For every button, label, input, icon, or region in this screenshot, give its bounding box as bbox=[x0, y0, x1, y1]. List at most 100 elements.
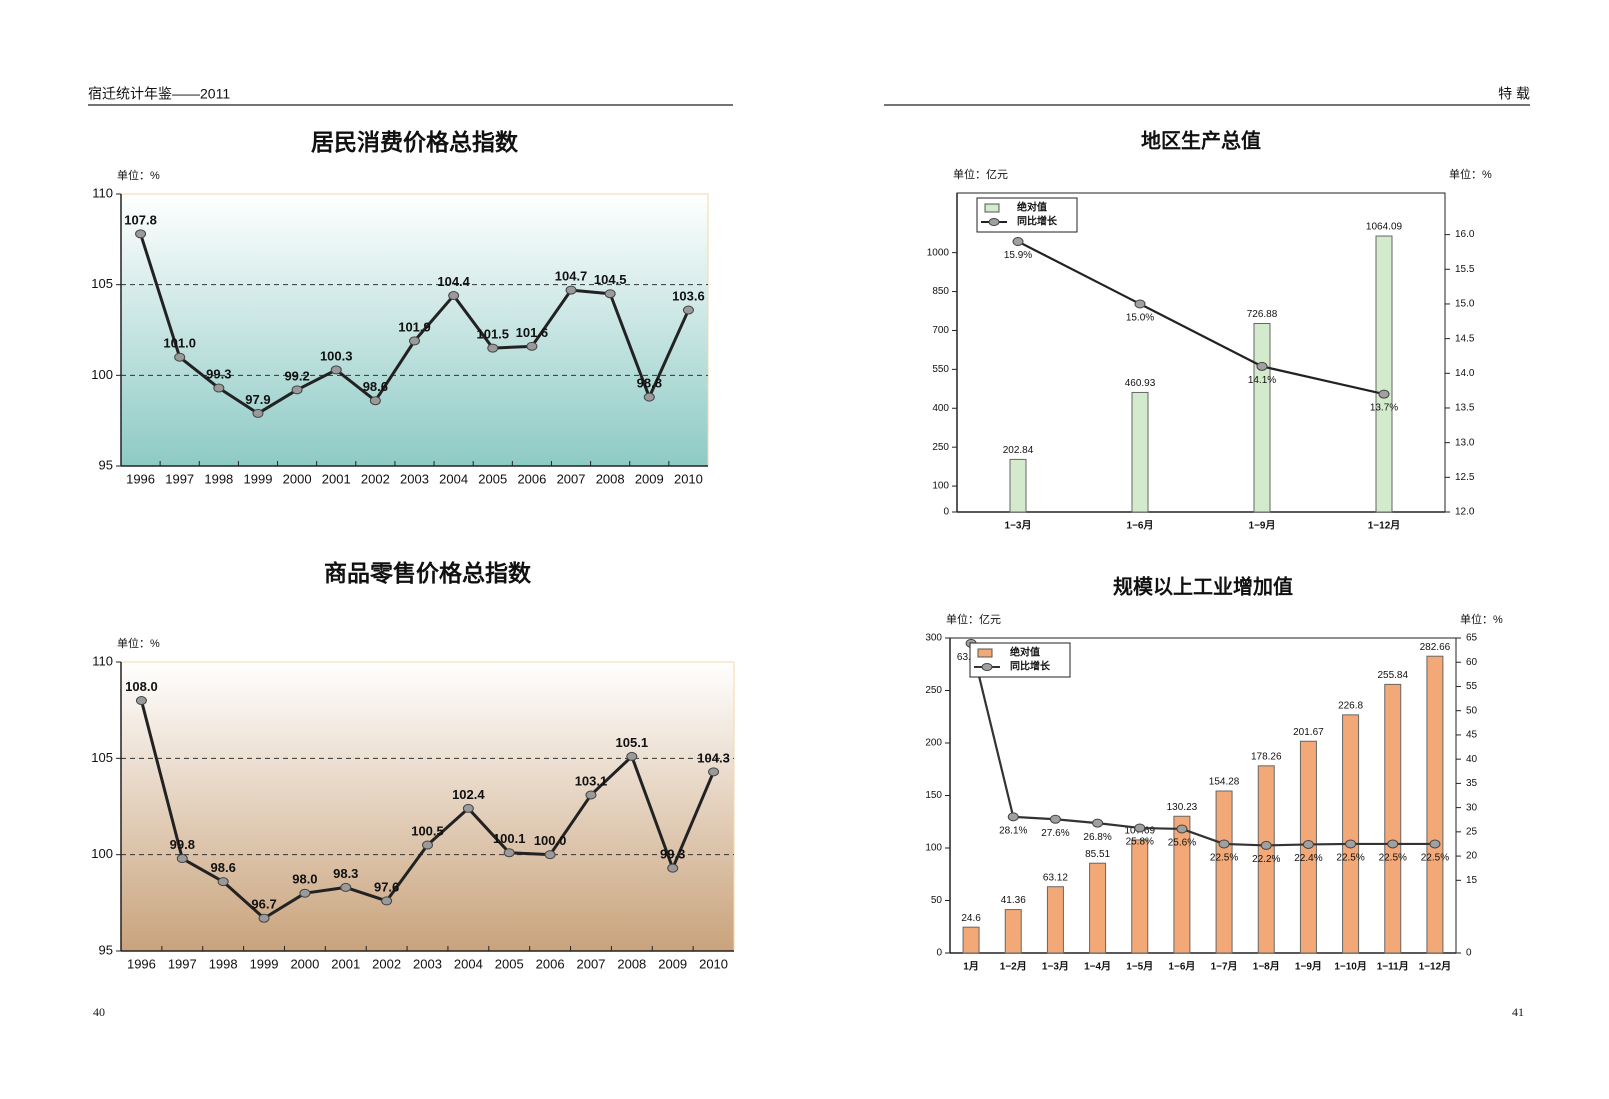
x-tick-label: 1月 bbox=[963, 961, 979, 973]
marker bbox=[299, 888, 311, 898]
marker bbox=[422, 840, 433, 850]
x-tick-label: 2007 bbox=[557, 471, 586, 486]
chart-title: 地区生产总值 bbox=[1141, 128, 1261, 152]
bar-label: 226.8 bbox=[1338, 701, 1363, 712]
x-tick-label: 2003 bbox=[413, 956, 442, 971]
marker bbox=[1387, 839, 1399, 849]
bar-label: 41.36 bbox=[1001, 895, 1026, 906]
data-label: 25.8% bbox=[1126, 837, 1154, 848]
y2-tick-label: 13.0 bbox=[1455, 437, 1475, 448]
marker bbox=[708, 767, 720, 777]
header-left: 宿迁统计年鉴——2011 bbox=[88, 86, 230, 102]
marker bbox=[1302, 839, 1314, 849]
marker bbox=[626, 751, 638, 761]
x-tick-label: 1−6月 bbox=[1127, 520, 1154, 532]
x-tick-label: 2003 bbox=[400, 471, 429, 486]
marker bbox=[526, 341, 538, 351]
data-label: 101.6 bbox=[516, 325, 549, 340]
marker bbox=[135, 696, 147, 706]
marker bbox=[217, 877, 229, 887]
marker bbox=[1260, 840, 1272, 850]
x-tick-label: 2009 bbox=[658, 956, 687, 971]
y2-tick-label: 35 bbox=[1466, 778, 1478, 789]
bar-label: 178.26 bbox=[1251, 751, 1282, 762]
marker bbox=[1218, 839, 1230, 849]
data-label: 104.3 bbox=[697, 750, 730, 765]
bar-label: 63.12 bbox=[1043, 872, 1068, 883]
x-tick-label: 1996 bbox=[126, 471, 155, 486]
legend-label: 绝对值 bbox=[1010, 646, 1040, 659]
chart-title: 商品零售价格总指数 bbox=[324, 560, 532, 586]
y-tick-label: 105 bbox=[91, 750, 113, 765]
data-label: 103.6 bbox=[672, 288, 705, 303]
marker bbox=[252, 408, 264, 418]
y2-tick-label: 20 bbox=[1466, 851, 1478, 862]
x-tick-label: 1999 bbox=[250, 956, 279, 971]
x-tick-label: 1−8月 bbox=[1253, 961, 1280, 973]
unit-label: 单位：% bbox=[1449, 167, 1492, 181]
bar-label: 726.88 bbox=[1247, 309, 1278, 320]
bar bbox=[1004, 909, 1022, 954]
x-tick-label: 1−2月 bbox=[1000, 961, 1027, 973]
x-tick-label: 1−9月 bbox=[1295, 961, 1322, 973]
data-label: 15.9% bbox=[1004, 250, 1032, 261]
marker bbox=[604, 289, 616, 299]
marker bbox=[643, 392, 655, 402]
marker bbox=[1007, 812, 1019, 822]
bar bbox=[1257, 765, 1275, 954]
line bbox=[1017, 240, 1385, 396]
data-label: 97.9 bbox=[245, 392, 270, 407]
y-tick-label: 400 bbox=[932, 403, 949, 414]
y2-tick-label: 16.0 bbox=[1455, 229, 1475, 240]
y-tick-label: 110 bbox=[92, 185, 113, 200]
x-tick-label: 1997 bbox=[168, 956, 197, 971]
bar-label: 201.67 bbox=[1293, 727, 1324, 738]
x-tick-label: 2001 bbox=[322, 471, 351, 486]
x-tick-label: 2009 bbox=[635, 471, 664, 486]
bar-label: 255.84 bbox=[1377, 670, 1408, 681]
data-label: 101.0 bbox=[163, 336, 196, 351]
x-tick-label: 1−3月 bbox=[1042, 961, 1069, 973]
y2-tick-label: 15.5 bbox=[1455, 264, 1475, 275]
y2-tick-label: 25 bbox=[1466, 826, 1478, 837]
x-tick-label: 2000 bbox=[290, 956, 319, 971]
plot-frame bbox=[956, 192, 1446, 513]
x-tick-label: 2008 bbox=[596, 471, 625, 486]
x-tick-label: 2008 bbox=[617, 956, 646, 971]
data-label: 107.8 bbox=[124, 212, 157, 227]
legend-label: 绝对值 bbox=[1017, 201, 1047, 214]
marker bbox=[667, 863, 679, 873]
data-label: 98.8 bbox=[637, 376, 662, 391]
data-label: 100.0 bbox=[534, 833, 567, 848]
data-label: 104.7 bbox=[555, 269, 588, 284]
marker bbox=[448, 291, 460, 301]
y-tick-label: 100 bbox=[91, 367, 113, 382]
data-label: 101.5 bbox=[476, 327, 509, 342]
bar bbox=[962, 926, 980, 954]
unit-label: 单位：亿元 bbox=[953, 167, 1008, 181]
data-label: 99.2 bbox=[284, 368, 309, 383]
y-tick-label: 250 bbox=[925, 685, 942, 696]
y-tick-label: 50 bbox=[931, 895, 943, 906]
bar-label: 24.6 bbox=[961, 913, 981, 924]
y2-tick-label: 65 bbox=[1466, 633, 1478, 644]
x-tick-label: 2006 bbox=[536, 956, 565, 971]
bar-label: 282.66 bbox=[1420, 642, 1451, 653]
chart-title: 居民消费价格总指数 bbox=[311, 129, 519, 155]
data-label: 26.8% bbox=[1083, 832, 1111, 843]
y-tick-label: 95 bbox=[99, 942, 113, 957]
bar bbox=[1009, 458, 1027, 513]
x-tick-label: 2001 bbox=[331, 956, 360, 971]
marker bbox=[544, 850, 556, 860]
x-tick-label: 2004 bbox=[439, 471, 468, 486]
bar bbox=[1384, 683, 1402, 954]
unit-label: 单位：% bbox=[117, 168, 160, 182]
y-tick-label: 100 bbox=[932, 481, 949, 492]
data-label: 104.5 bbox=[594, 272, 627, 287]
x-tick-label: 1997 bbox=[165, 471, 194, 486]
y-tick-label: 150 bbox=[925, 790, 942, 801]
y-tick-label: 95 bbox=[99, 457, 113, 472]
data-label: 22.5% bbox=[1336, 853, 1364, 864]
data-label: 100.5 bbox=[411, 823, 444, 838]
